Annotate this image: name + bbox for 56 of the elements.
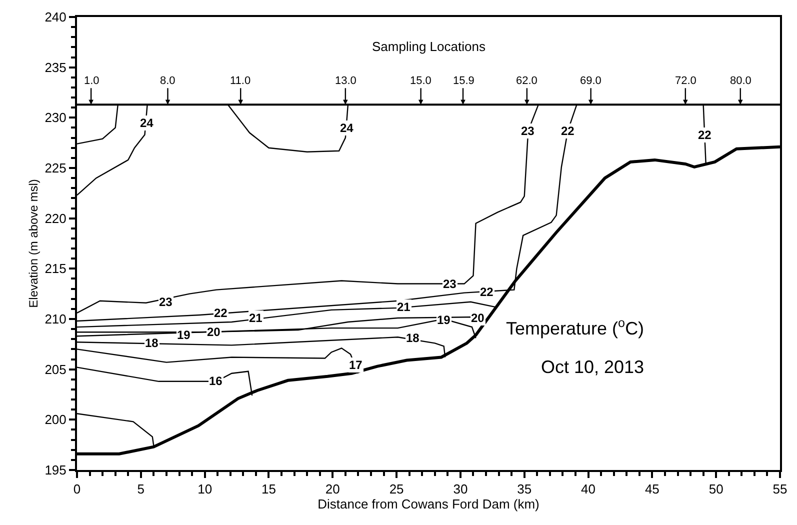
annotation: 22	[214, 306, 228, 320]
annotation: 23	[521, 124, 535, 138]
x-tick-label: 35	[517, 482, 532, 497]
annotation: 20	[471, 311, 485, 325]
annotation: 22	[480, 285, 494, 299]
annotation: 21	[249, 311, 263, 325]
annotation: 15.0	[410, 75, 432, 87]
x-tick-label: 20	[325, 482, 340, 497]
y-tick-label: 205	[44, 362, 66, 377]
y-tick-label: 200	[44, 412, 66, 428]
y-tick-label: 210	[44, 312, 66, 327]
annotation: 69.0	[580, 75, 602, 87]
annotation: 22	[561, 124, 575, 138]
annotation: 13.0	[335, 75, 356, 87]
annotation: 20	[207, 325, 221, 339]
annotation: Oct 10, 2013	[541, 357, 644, 377]
x-tick-label: 25	[389, 482, 404, 497]
annotation: 22	[698, 128, 712, 142]
x-tick-label: 0	[73, 482, 81, 497]
annotation: 11.0	[230, 75, 251, 87]
annotation: 18	[145, 336, 159, 350]
annotation: Temperature ($^{o}$C)	[506, 316, 644, 339]
annotation: 16	[209, 374, 223, 388]
x-tick-label: 15	[261, 482, 276, 497]
annotation: 24	[140, 116, 154, 130]
x-tick-label: 45	[644, 482, 660, 497]
x-tick-label: 55	[772, 482, 788, 497]
annotation: Sampling Locations	[372, 39, 486, 54]
annotation: 72.0	[675, 75, 696, 87]
annotation: 1.0	[84, 75, 100, 87]
annotation: 8.0	[160, 75, 176, 87]
y-tick-label: 215	[44, 261, 66, 276]
y-tick-label: 220	[44, 210, 66, 226]
annotation: 62.0	[516, 75, 538, 87]
y-axis-title: Elevation (m above msl)	[26, 179, 40, 308]
x-tick-label: 10	[198, 482, 212, 497]
y-tick-label: 195	[44, 462, 66, 478]
annotation: 18	[406, 331, 420, 345]
x-tick-label: 50	[708, 482, 724, 497]
x-tick-label: 40	[581, 482, 596, 497]
annotation: 21	[397, 300, 411, 314]
x-axis-title: Distance from Cowans Ford Dam (km)	[318, 496, 540, 512]
x-tick-label: 30	[453, 482, 468, 497]
annotation: 19	[177, 328, 191, 342]
y-tick-label: 230	[44, 110, 66, 126]
annotation: 80.0	[730, 75, 752, 87]
y-tick-label: 225	[44, 160, 66, 176]
annotation: 19	[437, 313, 451, 327]
annotation: 23	[443, 277, 457, 291]
annotation: 23	[159, 295, 173, 309]
annotation: 17	[349, 358, 363, 372]
y-tick-label: 235	[44, 60, 66, 75]
x-tick-label: 5	[137, 482, 145, 497]
annotation: 24	[340, 121, 354, 135]
y-tick-label: 240	[44, 10, 66, 25]
annotation: 15.9	[453, 75, 474, 87]
